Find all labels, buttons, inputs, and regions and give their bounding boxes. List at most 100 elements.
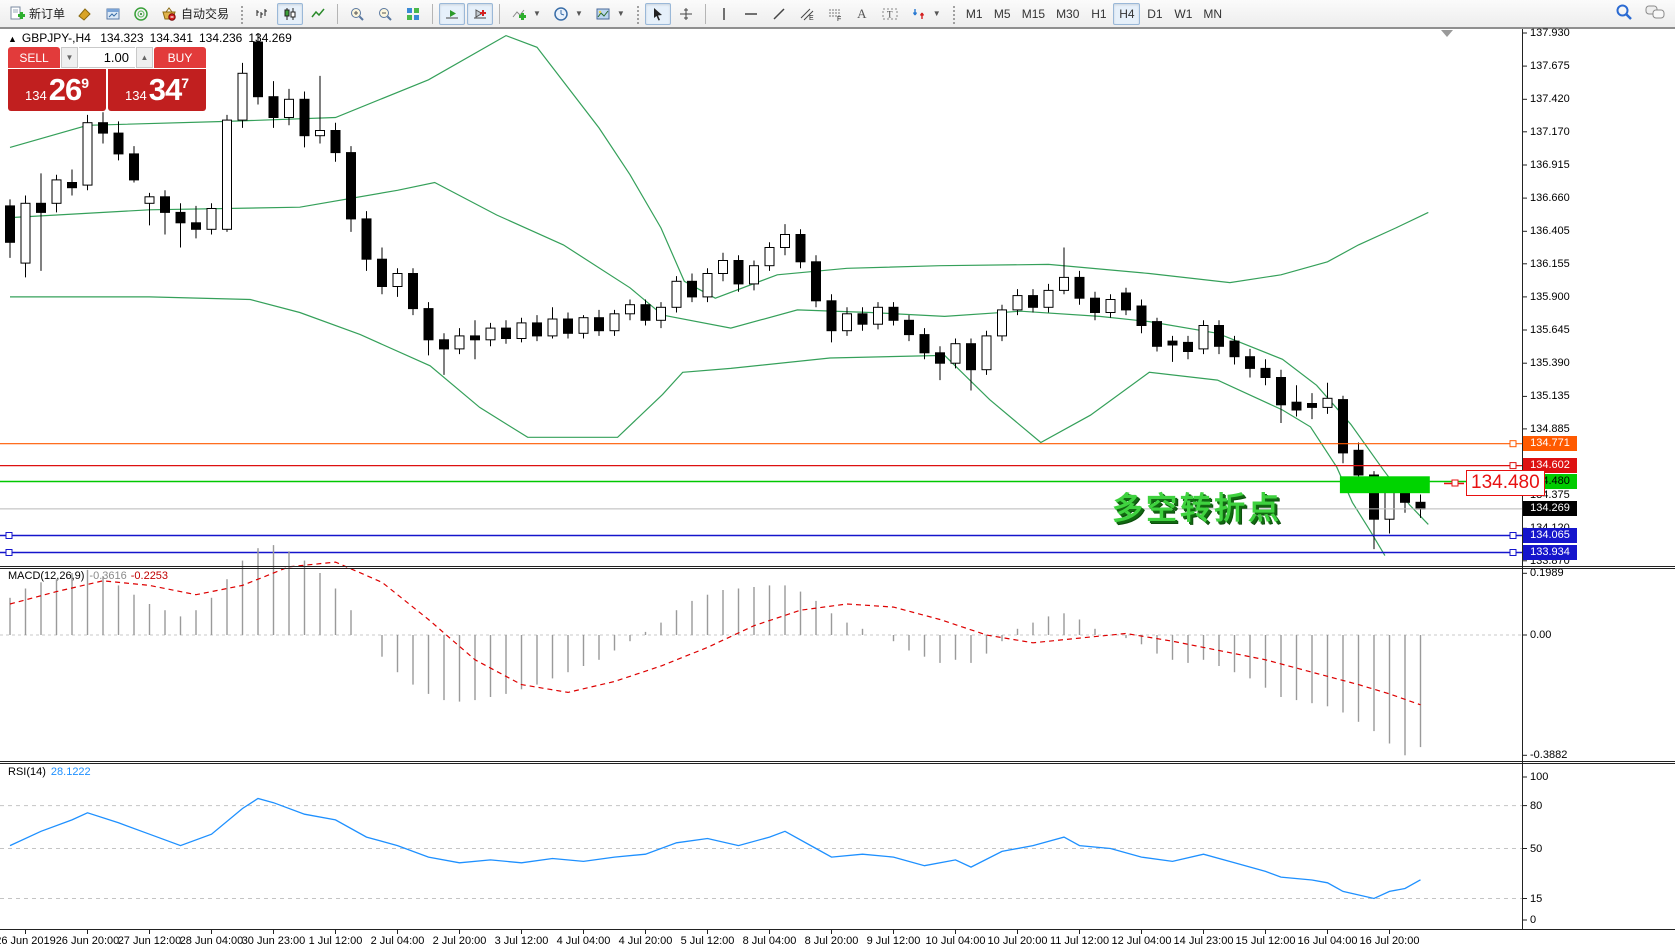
macd-axis-tick-label: -0.3882 bbox=[1530, 749, 1568, 762]
trendline-icon bbox=[773, 7, 785, 20]
auto-scroll-button[interactable] bbox=[439, 2, 466, 25]
channel-icon: E bbox=[800, 8, 814, 22]
cursor-button[interactable] bbox=[644, 2, 671, 25]
price-callout-label[interactable]: 134.480 bbox=[1466, 470, 1545, 496]
label-button[interactable]: T bbox=[876, 3, 904, 25]
timeframe-button-M5[interactable]: M5 bbox=[993, 6, 1011, 21]
horizontal-price-lines[interactable] bbox=[0, 440, 1522, 556]
bar-chart-button[interactable] bbox=[249, 3, 275, 25]
timeframe-button-M15[interactable]: M15 bbox=[1021, 6, 1046, 21]
candlestick-icon bbox=[284, 7, 296, 20]
trendline-button[interactable] bbox=[766, 3, 792, 25]
volume-increase-button[interactable]: ▲ bbox=[136, 47, 153, 68]
chat-icon[interactable] bbox=[1645, 3, 1665, 21]
bar-open-value: 134.323 bbox=[100, 31, 144, 45]
template-button[interactable]: ▼ bbox=[590, 3, 630, 25]
vertical-line-button[interactable] bbox=[712, 3, 736, 25]
new-order-button[interactable]: 新订单 bbox=[4, 3, 70, 25]
cursor-icon bbox=[653, 7, 662, 20]
chart-shift-button[interactable] bbox=[467, 2, 494, 25]
search-icon[interactable] bbox=[1615, 3, 1633, 21]
signal-icon bbox=[134, 6, 148, 21]
price-axis-tick-label: 137.930 bbox=[1530, 27, 1570, 39]
channel-button[interactable]: E bbox=[794, 3, 820, 25]
volume-decrease-button[interactable]: ▼ bbox=[61, 47, 78, 68]
time-axis-label: 10 Jul 04:00 bbox=[925, 935, 986, 947]
window-chart-button[interactable] bbox=[100, 3, 126, 25]
rsi-axis-tick-label: 100 bbox=[1530, 771, 1549, 783]
time-axis-label: 2 Jul 20:00 bbox=[432, 935, 487, 947]
price-axis-tick-label: 136.915 bbox=[1530, 158, 1570, 171]
buy-button[interactable]: BUY bbox=[154, 47, 206, 68]
toolbar-right-icons bbox=[1615, 3, 1665, 21]
price-axis-tick-label: 136.660 bbox=[1530, 192, 1570, 205]
toolbar-grip bbox=[634, 3, 640, 24]
time-axis-label: 26 Jun 2019 bbox=[0, 935, 56, 947]
timeframe-button-MN[interactable]: MN bbox=[1203, 6, 1223, 21]
volume-input[interactable] bbox=[79, 47, 135, 68]
macd-signal-line bbox=[9, 561, 1421, 706]
chevron-down-icon[interactable]: ▼ bbox=[533, 9, 541, 18]
zoom-out-button[interactable] bbox=[372, 3, 398, 25]
rsi-line bbox=[9, 797, 1421, 900]
zoom-in-button[interactable] bbox=[344, 3, 370, 25]
crosshair-button[interactable] bbox=[673, 3, 699, 25]
text-icon: A bbox=[857, 5, 867, 21]
sell-price-pip: 9 bbox=[81, 75, 89, 91]
price-axis-tick-label: 137.675 bbox=[1530, 60, 1570, 73]
tile-windows-button[interactable] bbox=[400, 3, 426, 25]
new-order-icon bbox=[10, 6, 25, 19]
axis-ticks bbox=[25, 32, 1527, 934]
candlestick-chart-button[interactable] bbox=[277, 2, 304, 25]
timeframe-button-D1[interactable]: D1 bbox=[1147, 6, 1163, 21]
zoom-in-icon bbox=[351, 7, 364, 21]
sell-button[interactable]: SELL bbox=[8, 47, 60, 68]
bollinger-bands bbox=[9, 34, 1429, 556]
toolbar-grip bbox=[950, 3, 956, 24]
time-axis-label: 8 Jul 04:00 bbox=[742, 935, 797, 947]
crosshair-icon bbox=[679, 7, 692, 20]
line-handle bbox=[5, 532, 13, 539]
timeframe-button-M1[interactable]: M1 bbox=[965, 6, 983, 21]
time-axis-label: 2 Jul 04:00 bbox=[370, 935, 425, 947]
chart-shift-marker[interactable] bbox=[1441, 30, 1453, 37]
price-axis-tick-label: 135.645 bbox=[1530, 324, 1570, 337]
sell-price-prefix: 134 bbox=[25, 87, 47, 103]
fibonacci-button[interactable]: F bbox=[822, 3, 848, 25]
time-axis-label: 26 Jun 20:00 bbox=[55, 935, 120, 947]
sell-price-button[interactable]: 134 26 9 bbox=[8, 69, 106, 111]
chevron-down-icon[interactable]: ▼ bbox=[574, 9, 583, 18]
time-axis-label: 16 Jul 04:00 bbox=[1297, 935, 1358, 947]
line-chart-button[interactable] bbox=[305, 3, 331, 25]
buy-price-pip: 7 bbox=[181, 75, 189, 91]
main-toolbar: 新订单 自动交易 bbox=[0, 0, 1675, 28]
horizontal-line-button[interactable] bbox=[738, 3, 764, 25]
collapse-panel-icon[interactable]: ▲ bbox=[8, 34, 17, 44]
chevron-down-icon[interactable]: ▼ bbox=[616, 9, 625, 18]
green-zone-rectangle[interactable] bbox=[1339, 476, 1430, 494]
timeframe-button-W1[interactable]: W1 bbox=[1174, 6, 1193, 21]
buy-price-button[interactable]: 134 34 7 bbox=[108, 69, 206, 111]
rsi-axis-tick-label: 50 bbox=[1530, 842, 1543, 855]
signal-button[interactable] bbox=[128, 3, 154, 25]
tag-button[interactable] bbox=[72, 3, 98, 25]
time-axis-label: 3 Jul 12:00 bbox=[494, 935, 549, 947]
add-indicator-button[interactable]: ▼ bbox=[506, 3, 546, 25]
timeframe-button-H1[interactable]: H1 bbox=[1091, 6, 1107, 21]
rsi-value: 28.1222 bbox=[50, 766, 91, 778]
macd-histogram bbox=[9, 545, 1422, 756]
macd-axis-tick-label: 0.00 bbox=[1530, 629, 1552, 641]
price-axis-tick-label: 135.900 bbox=[1530, 290, 1570, 303]
text-button[interactable]: A bbox=[850, 3, 874, 25]
auto-trading-button[interactable]: 自动交易 bbox=[156, 3, 234, 25]
tag-icon bbox=[78, 7, 91, 21]
arrows-button[interactable]: ▼ bbox=[906, 3, 946, 25]
timeframe-button-H4[interactable]: H4 bbox=[1113, 2, 1141, 25]
periods-button[interactable]: ▼ bbox=[548, 3, 588, 25]
chart-annotation-text[interactable]: 多空转折点 bbox=[1112, 491, 1282, 526]
time-axis-label: 11 Jul 12:00 bbox=[1049, 935, 1110, 947]
timeframe-button-M30[interactable]: M30 bbox=[1056, 6, 1080, 21]
chevron-down-icon[interactable]: ▼ bbox=[932, 9, 941, 18]
